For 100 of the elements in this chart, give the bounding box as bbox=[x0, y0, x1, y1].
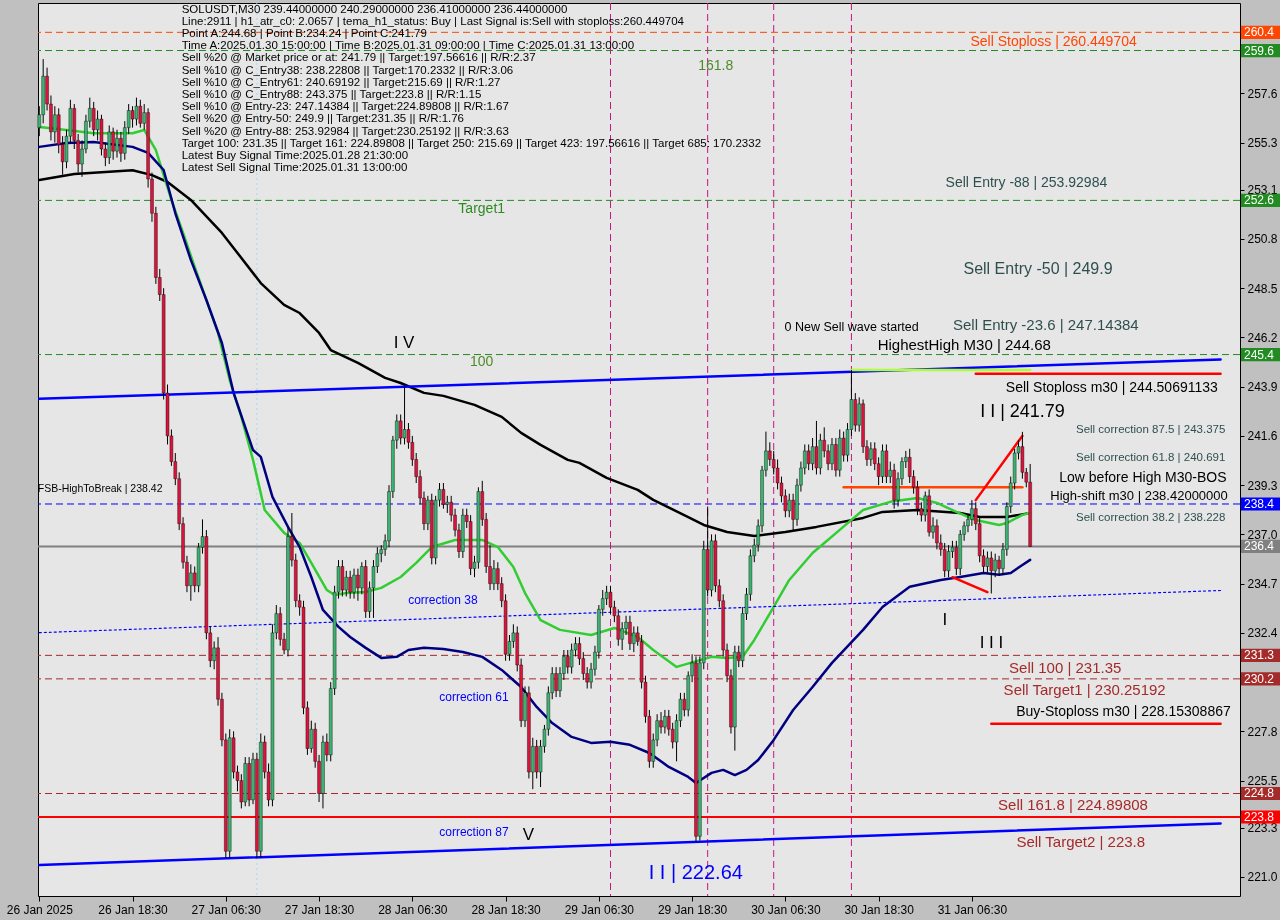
candlestick bbox=[138, 99, 143, 129]
candlestick bbox=[810, 437, 815, 471]
annotation: Sell Stoploss | 260.449704 bbox=[970, 33, 1137, 49]
annotation: Sell correction 87.5 | 243.375 bbox=[1075, 423, 1226, 435]
candlestick bbox=[554, 666, 558, 698]
text: 231.3 bbox=[1244, 648, 1275, 663]
y-tick-label: 237.0 bbox=[1247, 527, 1278, 542]
annotation: Target1 bbox=[458, 200, 506, 216]
annotation: correction 38 bbox=[408, 593, 478, 607]
annotation: Sell Target2 | 223.8 bbox=[1016, 833, 1146, 850]
x-tick-label: 30 Jan 18:30 bbox=[844, 902, 915, 917]
x-tick-label: 27 Jan 06:30 bbox=[191, 902, 262, 917]
x-tick-label: 26 Jan 2025 bbox=[6, 902, 74, 917]
candlestick bbox=[942, 542, 947, 578]
candlestick bbox=[787, 493, 791, 518]
annotation: 0 New Sell wave started bbox=[784, 320, 919, 334]
annotation: Sell Stoploss m30 | 244.50691133 bbox=[1005, 379, 1219, 395]
candlestick bbox=[189, 563, 193, 602]
annotation: Sell Entry -50 | 249.9 bbox=[963, 260, 1113, 277]
candlestick bbox=[628, 615, 632, 651]
candlestick bbox=[344, 570, 348, 597]
text: 245.4 bbox=[1244, 347, 1275, 362]
annotation: Sell 100 | 231.35 bbox=[1009, 659, 1122, 676]
annotation: Sell %20 @ Market price or at: 241.79 || Target:197.56616 || R/R:2.37 bbox=[181, 51, 536, 64]
text: 223.8 bbox=[1244, 810, 1275, 824]
annotation: Latest Sell Signal Time:2025.01.31 13:00:00 bbox=[181, 161, 408, 174]
y-tick-label: 221.0 bbox=[1247, 870, 1278, 885]
y-tick-label: 246.2 bbox=[1247, 330, 1278, 345]
annotation: Sell Entry -23.6 | 247.14384 bbox=[952, 316, 1139, 333]
annotation: Sell %20 @ Entry-50: 249.9 || Target:231.35 || R/R:1.76 bbox=[181, 112, 465, 125]
text: 230.2 bbox=[1244, 671, 1275, 686]
x-tick-label: 27 Jan 18:30 bbox=[284, 902, 355, 917]
annotation: Low before High M30-BOS bbox=[1059, 469, 1227, 485]
candlestick bbox=[989, 551, 994, 594]
y-tick-label: 250.8 bbox=[1247, 232, 1278, 247]
text: 224.8 bbox=[1244, 786, 1275, 801]
annotation: V bbox=[522, 825, 535, 844]
y-tick-label: 227.8 bbox=[1247, 724, 1278, 739]
y-tick-label: 248.5 bbox=[1247, 281, 1278, 296]
candlestick bbox=[340, 559, 345, 597]
y-tick-label: 241.6 bbox=[1247, 429, 1278, 444]
candlestick bbox=[663, 709, 667, 734]
x-tick-label: 28 Jan 06:30 bbox=[378, 902, 448, 917]
candlestick bbox=[115, 129, 119, 159]
annotation: 161.8 bbox=[698, 57, 734, 73]
x-tick-label: 30 Jan 06:30 bbox=[751, 902, 821, 917]
annotation: Sell Target1 | 230.25192 bbox=[1003, 681, 1166, 698]
candlestick bbox=[441, 482, 446, 510]
annotation: I bbox=[942, 610, 948, 629]
y-tick-label: 243.9 bbox=[1247, 380, 1278, 395]
text: 260.4 bbox=[1244, 25, 1275, 40]
annotation: I I I bbox=[979, 633, 1004, 652]
candlestick bbox=[111, 127, 115, 161]
annotation: Sell correction 61.8 | 240.691 bbox=[1075, 451, 1226, 463]
candlestick bbox=[632, 625, 636, 653]
annotation: Sell correction 38.2 | 238.228 bbox=[1075, 511, 1226, 523]
y-tick-label: 232.4 bbox=[1247, 626, 1278, 641]
candlestick bbox=[806, 443, 811, 471]
candlestick bbox=[402, 386, 407, 445]
candlestick bbox=[130, 105, 135, 129]
annotation: Sell 161.8 | 224.89808 bbox=[998, 796, 1148, 813]
candlestick bbox=[985, 551, 990, 574]
candlestick bbox=[348, 570, 352, 600]
y-tick-label: 257.6 bbox=[1247, 86, 1278, 101]
candlestick bbox=[492, 559, 496, 591]
annotation: FSB-HighToBreak | 238.42 bbox=[37, 482, 163, 494]
text: 259.6 bbox=[1244, 43, 1275, 58]
annotation: Time A:2025.01.30 15:00:00 | Time B:2025.01.31 09:00:00 | Time C:2025.01.31 13:00:00 bbox=[181, 39, 635, 52]
annotation: correction 61 bbox=[439, 690, 509, 704]
x-tick-label: 31 Jan 06:30 bbox=[937, 902, 1008, 917]
candlestick bbox=[566, 649, 570, 675]
x-tick-label: 29 Jan 18:30 bbox=[657, 902, 728, 917]
candlestick bbox=[356, 568, 360, 602]
x-tick-label: 29 Jan 06:30 bbox=[564, 902, 635, 917]
annotation: I I | 241.79 bbox=[980, 401, 1065, 421]
annotation: I I | 222.64 bbox=[648, 861, 743, 883]
annotation: Line:2911 | h1_atr_c0: 2.0657 | tema_h1_status: Buy | Last Signal is:Sell with stoploss:260.449704 bbox=[181, 14, 685, 27]
candlestick bbox=[352, 568, 356, 600]
x-tick-label: 28 Jan 18:30 bbox=[471, 902, 542, 917]
y-tick-label: 225.5 bbox=[1247, 774, 1278, 789]
annotation: Buy-Stoploss m30 | 228.15308867 bbox=[1016, 703, 1231, 719]
y-tick-label: 234.7 bbox=[1247, 577, 1278, 592]
candlestick bbox=[869, 441, 873, 467]
annotation: Sell %10 @ C_Entry61: 240.69192 || Target:215.69 || R/R:1.27 bbox=[181, 75, 501, 88]
annotation: HighestHigh M30 | 244.68 bbox=[877, 336, 1051, 353]
candlestick bbox=[53, 105, 57, 144]
y-tick-label: 223.3 bbox=[1247, 821, 1278, 836]
annotation: Sell %20 @ Entry-88: 253.92984 || Target:230.25192 || R/R:3.63 bbox=[181, 124, 509, 137]
text: 238.4 bbox=[1244, 496, 1275, 511]
y-tick-label: 255.3 bbox=[1247, 136, 1278, 151]
annotation: Sell %10 @ C_Entry88: 243.375 || Target:223.8 || R/R:1.15 bbox=[181, 87, 482, 100]
annotation: Latest Buy Signal Time:2025.01.28 21:30:00 bbox=[181, 148, 409, 161]
text: 236.4 bbox=[1244, 539, 1275, 554]
annotation: Target 100: 231.35 || Target 161: 224.89808 || Target 250: 215.69 || Target 423: 197.56616 || Target 685: 170.2332 bbox=[181, 136, 762, 149]
x-tick-label: 26 Jan 18:30 bbox=[98, 902, 169, 917]
candlestick bbox=[830, 437, 834, 471]
annotation: correction 87 bbox=[439, 825, 509, 839]
candlestick bbox=[993, 553, 997, 578]
candlestick bbox=[134, 97, 139, 126]
annotation: Sell %10 @ C_Entry38: 238.22808 || Target:170.2332 || R/R:3.06 bbox=[181, 63, 514, 76]
